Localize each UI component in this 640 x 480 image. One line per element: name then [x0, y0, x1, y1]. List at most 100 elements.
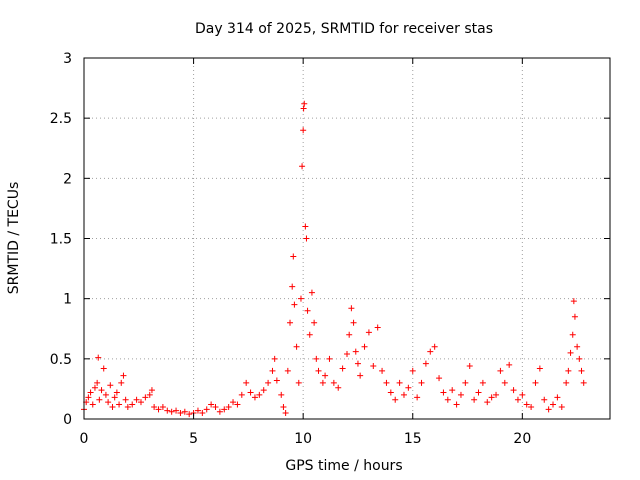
data-point	[98, 387, 105, 394]
data-point	[444, 396, 451, 403]
data-point	[326, 355, 333, 362]
data-point	[558, 403, 565, 410]
data-point	[87, 389, 94, 396]
data-point	[238, 391, 245, 398]
data-point	[330, 379, 337, 386]
data-point	[265, 379, 272, 386]
data-point	[344, 351, 350, 358]
data-point	[290, 253, 297, 260]
data-point	[306, 331, 313, 338]
chart-title: Day 314 of 2025, SRMTID for receiver sta…	[195, 21, 493, 37]
data-point	[400, 391, 407, 398]
y-tick-label: 3	[63, 51, 72, 67]
data-point	[567, 349, 574, 356]
data-point	[308, 289, 315, 296]
data-point	[357, 372, 364, 379]
data-point	[107, 382, 114, 389]
data-point	[303, 235, 310, 242]
data-point	[89, 401, 96, 408]
data-point	[578, 367, 585, 374]
data-point	[346, 331, 353, 338]
data-point	[449, 387, 456, 394]
data-point	[247, 389, 254, 396]
data-point	[319, 379, 326, 386]
data-point	[405, 384, 412, 391]
data-point	[173, 407, 180, 414]
x-tick-label: 15	[404, 431, 422, 447]
data-point	[302, 223, 309, 230]
data-point	[350, 319, 357, 326]
data-point	[370, 363, 377, 370]
data-point	[570, 298, 577, 305]
data-point	[422, 360, 429, 367]
data-point	[501, 379, 508, 386]
data-point	[313, 355, 320, 362]
data-point	[194, 407, 201, 414]
data-point	[251, 394, 258, 401]
data-point	[311, 319, 318, 326]
data-point	[565, 367, 572, 374]
data-point	[269, 367, 276, 374]
data-point	[120, 372, 127, 379]
data-point	[146, 391, 153, 398]
data-point	[569, 331, 576, 338]
data-point	[493, 391, 500, 398]
data-point	[479, 379, 486, 386]
data-point	[418, 379, 425, 386]
data-point	[414, 394, 421, 401]
data-point	[124, 403, 131, 410]
data-point	[383, 379, 390, 386]
data-point	[105, 399, 112, 406]
data-point	[528, 403, 535, 410]
data-point	[301, 100, 308, 107]
data-point	[199, 409, 206, 416]
data-point	[409, 367, 416, 374]
data-point	[523, 401, 530, 408]
data-point	[260, 387, 267, 394]
data-point	[293, 343, 300, 350]
data-point	[315, 367, 322, 374]
data-point	[580, 379, 587, 386]
data-point	[339, 365, 346, 372]
data-point	[392, 396, 399, 403]
x-tick-label: 0	[80, 431, 89, 447]
data-point	[387, 389, 394, 396]
data-point	[471, 396, 478, 403]
data-points	[81, 100, 587, 418]
data-point	[462, 379, 469, 386]
data-point	[348, 305, 355, 312]
data-point	[111, 394, 118, 401]
data-point	[118, 379, 125, 386]
data-point	[221, 406, 228, 413]
data-point	[116, 401, 123, 408]
data-point	[304, 307, 311, 314]
data-point	[554, 394, 561, 401]
data-point	[484, 399, 491, 406]
data-point	[453, 401, 460, 408]
data-point	[431, 343, 438, 350]
x-tick-label: 5	[189, 431, 198, 447]
data-point	[297, 295, 304, 302]
data-point	[361, 343, 368, 350]
data-point	[273, 377, 280, 384]
data-point	[151, 403, 158, 410]
data-point	[137, 399, 144, 406]
data-point	[164, 407, 171, 414]
plot-frame	[83, 57, 611, 420]
data-point	[243, 379, 250, 386]
data-point	[300, 105, 307, 112]
data-point	[497, 367, 504, 374]
data-point	[102, 391, 109, 398]
data-point	[506, 361, 513, 368]
data-point	[488, 394, 495, 401]
data-point	[427, 348, 434, 355]
data-point	[510, 387, 517, 394]
data-point	[181, 408, 188, 415]
data-point	[365, 329, 372, 336]
x-tick-label: 20	[513, 431, 531, 447]
data-point	[440, 389, 447, 396]
data-point	[457, 391, 464, 398]
data-point	[256, 391, 263, 398]
data-point	[96, 396, 103, 403]
data-point	[519, 391, 526, 398]
